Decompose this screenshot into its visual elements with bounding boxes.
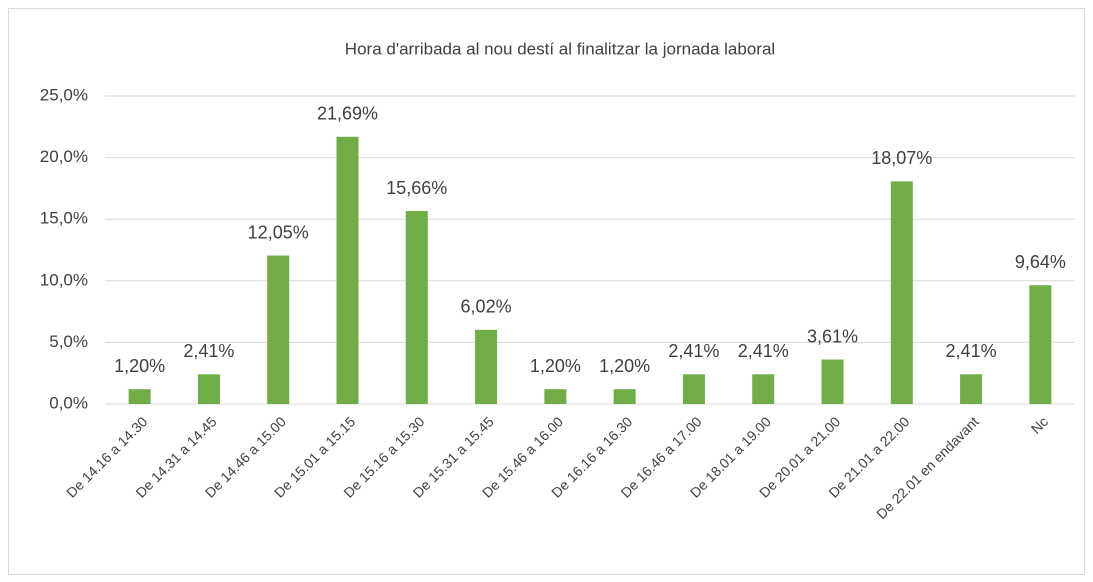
bar [1029, 285, 1052, 404]
data-label: 2,41% [946, 341, 997, 361]
data-label: 1,20% [114, 356, 165, 376]
data-label: 15,66% [386, 178, 447, 198]
y-tick-label: 0,0% [49, 393, 88, 412]
bar [682, 374, 705, 404]
y-tick-label: 20,0% [40, 147, 88, 166]
y-tick-label: 25,0% [40, 85, 88, 104]
bar [752, 374, 775, 404]
chart-border [8, 8, 1085, 575]
bar [613, 389, 636, 404]
data-label: 1,20% [530, 356, 581, 376]
data-label: 2,41% [183, 341, 234, 361]
y-tick-label: 5,0% [49, 332, 88, 351]
bar [267, 255, 290, 404]
data-label: 6,02% [461, 297, 512, 317]
bar [475, 329, 498, 404]
bar [405, 211, 428, 404]
bar [336, 136, 359, 404]
data-label: 2,41% [738, 341, 789, 361]
bar [197, 374, 220, 404]
data-label: 21,69% [317, 104, 378, 124]
y-tick-label: 15,0% [40, 209, 88, 228]
bar [960, 374, 983, 404]
y-tick-label: 10,0% [40, 270, 88, 289]
chart-title: Hora d'arribada al nou destí al finalitz… [345, 39, 775, 58]
bar [890, 181, 913, 404]
data-label: 1,20% [599, 356, 650, 376]
bar [128, 389, 151, 404]
bar [544, 389, 567, 404]
data-label: 2,41% [668, 341, 719, 361]
data-label: 12,05% [248, 222, 309, 242]
data-label: 18,07% [871, 148, 932, 168]
data-label: 9,64% [1015, 252, 1066, 272]
data-label: 3,61% [807, 326, 858, 346]
bar [821, 359, 844, 404]
